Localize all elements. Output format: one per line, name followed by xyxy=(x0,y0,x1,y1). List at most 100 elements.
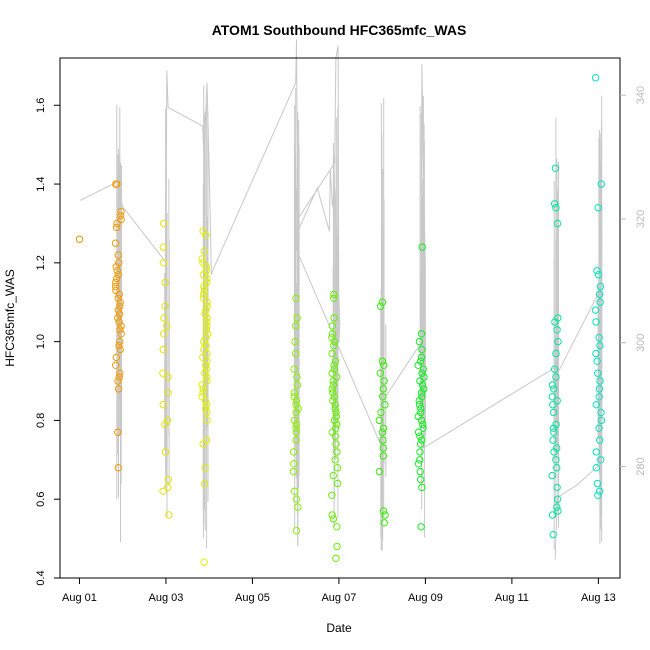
data-point xyxy=(203,401,211,409)
data-point xyxy=(380,377,388,385)
data-point xyxy=(161,302,169,310)
data-point xyxy=(550,428,558,436)
data-point xyxy=(199,353,207,362)
data-point xyxy=(328,491,336,499)
data-point xyxy=(199,389,207,397)
data-point xyxy=(203,377,211,385)
y-axis: 0.4 0.6 0.8 1.0 1.2 1.4 1.6 xyxy=(35,98,60,586)
data-point xyxy=(203,298,211,306)
data-point xyxy=(596,436,604,444)
data-point xyxy=(200,247,209,255)
data-point xyxy=(161,420,169,429)
data-point xyxy=(112,263,120,271)
data-point xyxy=(111,282,120,291)
data-point xyxy=(379,452,387,460)
data-point xyxy=(292,408,300,417)
data-point xyxy=(204,330,212,338)
data-point xyxy=(291,487,299,495)
data-point xyxy=(549,531,557,539)
data-point xyxy=(420,385,428,393)
data-point xyxy=(549,436,557,444)
data-point xyxy=(553,464,561,472)
data-point xyxy=(292,527,301,535)
data-point xyxy=(591,306,600,314)
data-point xyxy=(418,381,427,389)
data-point xyxy=(202,334,210,342)
data-point xyxy=(201,369,209,377)
data-point xyxy=(289,448,298,456)
data-point xyxy=(418,369,426,377)
data-point xyxy=(333,542,341,551)
data-point xyxy=(416,456,424,464)
data-point xyxy=(417,357,425,365)
data-point xyxy=(164,475,173,484)
y-tick-label: 0.8 xyxy=(35,413,47,428)
data-point xyxy=(293,373,301,381)
data-point xyxy=(75,235,84,243)
data-point xyxy=(202,306,210,314)
y-tick-label: 0.6 xyxy=(35,492,47,507)
y-tick-label: 1.0 xyxy=(35,334,47,349)
data-point xyxy=(159,487,167,495)
x-tick-label: Aug 11 xyxy=(495,592,529,604)
data-point xyxy=(331,432,339,440)
data-point xyxy=(329,515,338,523)
data-point xyxy=(416,467,424,476)
data-point xyxy=(202,341,210,350)
y-axis-label: HFC365mfc_WAS xyxy=(3,269,17,367)
data-point xyxy=(164,389,172,397)
data-point xyxy=(414,460,423,468)
data-point xyxy=(595,385,604,393)
data-point xyxy=(203,314,211,322)
data-point xyxy=(378,428,386,436)
data-point xyxy=(114,428,122,436)
data-point xyxy=(116,345,124,354)
data-point xyxy=(417,523,425,531)
data-point xyxy=(202,326,211,334)
data-point xyxy=(330,393,338,401)
data-point xyxy=(203,436,211,444)
data-point xyxy=(290,365,298,373)
data-point xyxy=(115,290,123,299)
data-point xyxy=(331,456,339,464)
data-point xyxy=(417,404,425,413)
data-point xyxy=(548,471,556,480)
data-point xyxy=(203,349,211,358)
data-point xyxy=(332,554,340,562)
data-point xyxy=(112,223,121,232)
data-point xyxy=(292,424,300,432)
y2-tick-label: 320 xyxy=(635,210,647,228)
data-point xyxy=(417,475,425,484)
data-point xyxy=(328,330,337,338)
data-point xyxy=(550,385,558,393)
data-point xyxy=(551,200,559,208)
data-point xyxy=(552,204,560,212)
data-point xyxy=(549,424,558,432)
data-point xyxy=(554,507,562,515)
data-point xyxy=(417,416,426,425)
data-point xyxy=(418,393,426,401)
data-point xyxy=(552,456,560,464)
data-point xyxy=(419,424,427,432)
data-point xyxy=(595,424,603,432)
data-point xyxy=(292,349,300,358)
data-point xyxy=(415,337,424,346)
data-point xyxy=(333,464,342,472)
data-point xyxy=(290,393,298,401)
altitude-line xyxy=(80,39,600,560)
data-point xyxy=(164,373,172,381)
data-point xyxy=(417,330,426,338)
data-point xyxy=(549,401,557,409)
data-point xyxy=(597,416,606,425)
data-point xyxy=(116,369,124,377)
data-point xyxy=(115,310,124,318)
data-point xyxy=(203,365,211,373)
x-tick-label: Aug 05 xyxy=(235,592,270,604)
data-point xyxy=(380,361,388,369)
data-point xyxy=(416,440,425,448)
data-point xyxy=(159,401,167,409)
data-point xyxy=(294,404,302,413)
data-point xyxy=(114,377,122,385)
data-point xyxy=(595,487,604,495)
